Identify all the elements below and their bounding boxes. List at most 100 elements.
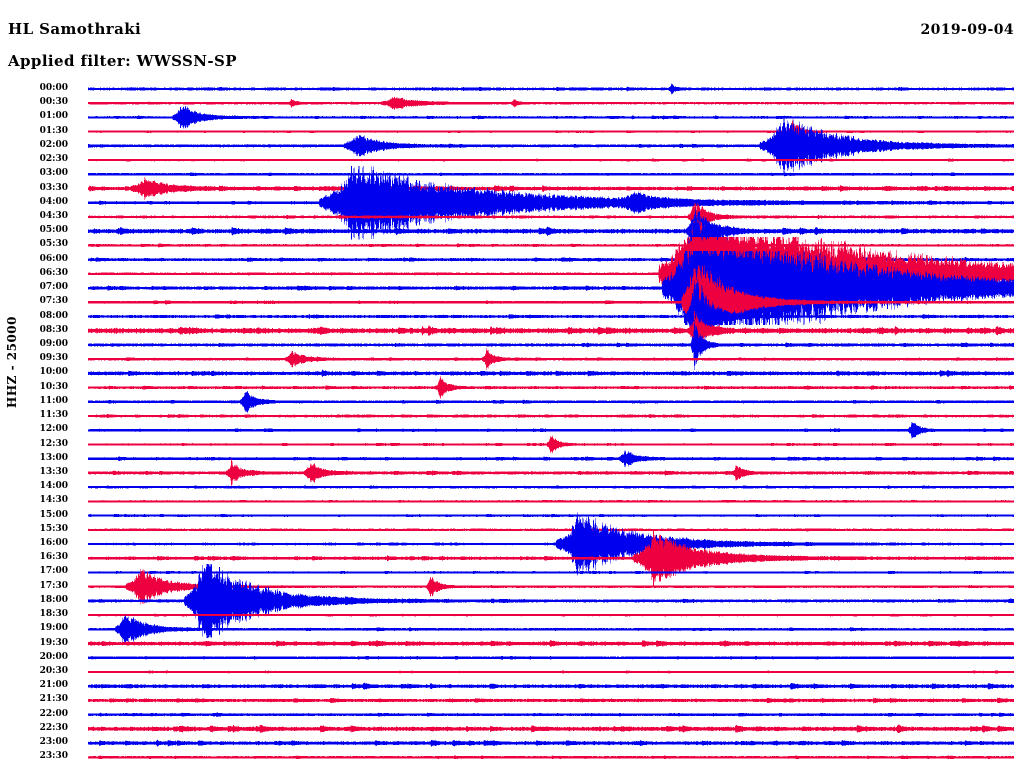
trace-row bbox=[88, 165, 1014, 240]
trace-row bbox=[88, 529, 1014, 587]
trace-row bbox=[88, 251, 1014, 326]
trace-row bbox=[88, 347, 1014, 371]
trace-row bbox=[88, 712, 1014, 717]
trace-row bbox=[88, 450, 1014, 468]
time-tick-label: 12:00 bbox=[39, 424, 68, 435]
trace-row bbox=[88, 102, 1014, 133]
trace-row bbox=[88, 697, 1014, 704]
trace-row bbox=[88, 724, 1014, 734]
trace-row bbox=[88, 755, 1014, 760]
trace-row bbox=[88, 568, 1014, 606]
time-tick-label: 09:30 bbox=[39, 353, 68, 364]
time-tick-label: 06:00 bbox=[39, 253, 68, 264]
trace-row bbox=[88, 158, 1014, 162]
trace-row bbox=[88, 435, 1014, 454]
time-tick-label: 01:30 bbox=[39, 125, 68, 136]
trace-row bbox=[88, 510, 1014, 578]
trace-row bbox=[88, 215, 1014, 276]
trace-row bbox=[88, 570, 1014, 575]
time-tick-label: 01:00 bbox=[39, 111, 68, 122]
time-tick-label: 08:30 bbox=[39, 324, 68, 335]
trace-row bbox=[88, 613, 1014, 617]
trace-row bbox=[88, 375, 1014, 400]
time-tick-label: 13:00 bbox=[39, 452, 68, 463]
trace-row bbox=[88, 316, 1014, 374]
trace-row bbox=[88, 639, 1014, 648]
time-tick-label: 11:00 bbox=[39, 395, 68, 406]
trace-row bbox=[88, 95, 1014, 111]
trace-row bbox=[88, 613, 1014, 645]
trace-row bbox=[88, 176, 1014, 201]
station-title: HL Samothraki bbox=[8, 20, 142, 38]
time-tick-label: 22:30 bbox=[39, 722, 68, 733]
trace-row bbox=[88, 499, 1014, 503]
time-tick-label: 22:00 bbox=[39, 708, 68, 719]
plot-date: 2019-09-04 bbox=[920, 22, 1014, 38]
time-tick-label: 21:30 bbox=[39, 694, 68, 705]
time-tick-label: 07:00 bbox=[39, 282, 68, 293]
time-tick-label: 02:00 bbox=[39, 139, 68, 150]
trace-row bbox=[88, 682, 1014, 691]
time-tick-label: 16:30 bbox=[39, 552, 68, 563]
time-tick-label: 19:00 bbox=[39, 623, 68, 634]
time-tick-label: 20:00 bbox=[39, 651, 68, 662]
time-tick-label: 12:30 bbox=[39, 438, 68, 449]
time-tick-label: 05:30 bbox=[39, 239, 68, 250]
time-tick-label: 18:00 bbox=[39, 594, 68, 605]
time-tick-label: 03:00 bbox=[39, 168, 68, 179]
time-tick-label: 19:30 bbox=[39, 637, 68, 648]
time-tick-label: 10:30 bbox=[39, 381, 68, 392]
time-tick-label: 13:30 bbox=[39, 466, 68, 477]
trace-row bbox=[88, 172, 1014, 177]
trace-row bbox=[88, 421, 1014, 440]
time-tick-label: 00:30 bbox=[39, 97, 68, 108]
time-tick-label: 03:30 bbox=[39, 182, 68, 193]
trace-row bbox=[88, 485, 1014, 489]
trace-row bbox=[88, 528, 1014, 532]
time-tick-label: 15:00 bbox=[39, 509, 68, 520]
trace-row bbox=[88, 113, 1014, 178]
time-tick-label: 21:00 bbox=[39, 680, 68, 691]
time-tick-label: 09:00 bbox=[39, 338, 68, 349]
trace-row bbox=[88, 304, 1014, 357]
trace-row bbox=[88, 82, 1014, 96]
time-tick-label: 02:30 bbox=[39, 154, 68, 165]
trace-row bbox=[88, 369, 1014, 378]
trace-row bbox=[88, 389, 1014, 414]
time-tick-label: 06:30 bbox=[39, 267, 68, 278]
trace-row bbox=[88, 513, 1014, 518]
trace-row bbox=[88, 457, 1014, 488]
trace-row bbox=[88, 279, 1014, 354]
time-tick-label: 15:30 bbox=[39, 523, 68, 534]
time-tick-label: 05:00 bbox=[39, 225, 68, 236]
time-tick-label: 00:00 bbox=[39, 83, 68, 93]
time-axis-ticks: 00:00 00:30 01:00 01:30 02:00 02:30 03:00 03:30… bbox=[0, 0, 68, 780]
trace-row bbox=[88, 655, 1014, 660]
time-tick-label: 23:00 bbox=[39, 737, 68, 748]
trace-row bbox=[88, 265, 1014, 340]
time-tick-label: 10:00 bbox=[39, 367, 68, 378]
time-tick-label: 18:30 bbox=[39, 609, 68, 620]
trace-row bbox=[88, 670, 1014, 674]
trace-row bbox=[88, 739, 1014, 747]
trace-row bbox=[88, 222, 1014, 297]
trace-row bbox=[88, 205, 1014, 257]
time-tick-label: 11:30 bbox=[39, 410, 68, 421]
time-tick-label: 20:30 bbox=[39, 666, 68, 677]
time-tick-label: 04:00 bbox=[39, 196, 68, 207]
applied-filter-label: Applied filter: WWSSN-SP bbox=[8, 52, 237, 70]
time-tick-label: 14:00 bbox=[39, 481, 68, 492]
time-tick-label: 07:30 bbox=[39, 296, 68, 307]
trace-row bbox=[88, 563, 1014, 638]
time-tick-label: 08:00 bbox=[39, 310, 68, 321]
time-tick-label: 04:30 bbox=[39, 210, 68, 221]
trace-row bbox=[88, 118, 1014, 146]
trace-row bbox=[88, 414, 1014, 419]
time-tick-label: 23:30 bbox=[39, 751, 68, 762]
time-tick-label: 14:30 bbox=[39, 495, 68, 506]
time-tick-label: 17:30 bbox=[39, 580, 68, 591]
time-tick-label: 16:00 bbox=[39, 538, 68, 549]
trace-row bbox=[88, 198, 1014, 236]
